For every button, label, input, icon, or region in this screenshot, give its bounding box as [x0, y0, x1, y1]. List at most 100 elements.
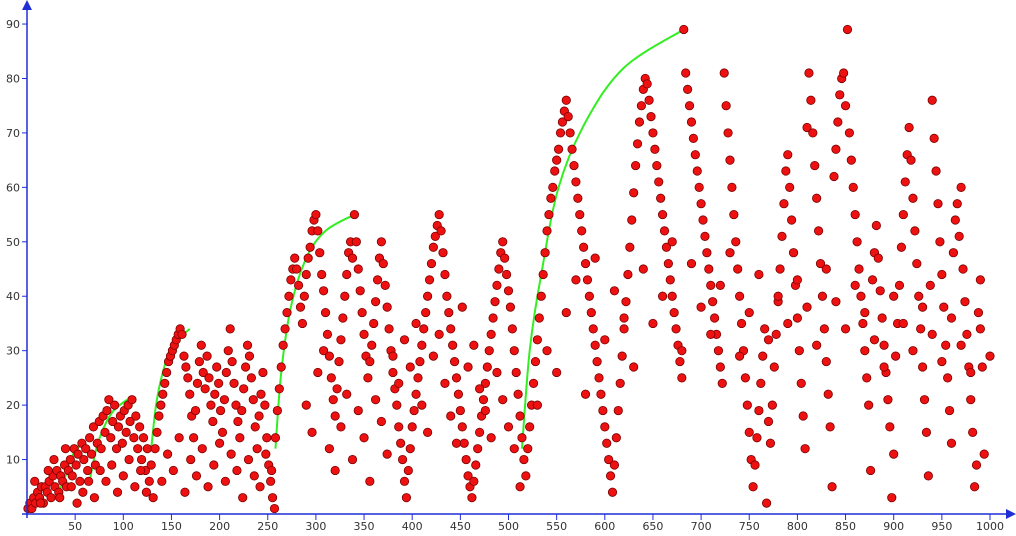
data-point	[623, 269, 633, 280]
data-point	[394, 422, 404, 432]
data-point	[235, 433, 245, 443]
data-point	[180, 487, 190, 497]
data-point	[382, 302, 392, 312]
data-point	[684, 101, 695, 111]
data-point	[141, 487, 152, 497]
data-point	[457, 302, 467, 312]
data-point	[854, 264, 864, 274]
data-point	[962, 329, 972, 339]
data-point	[966, 367, 976, 378]
data-point	[177, 329, 187, 339]
data-point	[262, 433, 272, 443]
x-tick-label: 250	[257, 520, 278, 533]
data-point	[307, 427, 317, 437]
data-point	[490, 297, 500, 307]
data-point	[765, 438, 776, 448]
data-point	[532, 400, 542, 410]
data-point	[661, 242, 672, 252]
data-point	[278, 340, 288, 350]
data-point	[706, 280, 716, 290]
data-point	[376, 416, 386, 427]
data-point	[889, 291, 899, 301]
data-point	[735, 291, 745, 301]
data-point	[950, 215, 960, 225]
data-point	[185, 389, 195, 399]
data-point	[75, 476, 85, 486]
data-point	[442, 291, 452, 301]
x-tick-label: 900	[883, 520, 904, 533]
data-point	[821, 264, 831, 274]
data-point	[498, 395, 508, 405]
data-point	[700, 231, 710, 241]
data-point	[731, 237, 741, 247]
data-point	[511, 367, 521, 378]
data-point	[652, 160, 662, 171]
data-point	[523, 444, 533, 454]
data-point	[744, 307, 754, 318]
data-point	[66, 482, 76, 492]
data-point	[877, 313, 887, 323]
data-point	[96, 444, 106, 454]
data-point	[875, 286, 885, 296]
data-point	[773, 291, 783, 301]
data-point	[197, 444, 207, 454]
x-tick-label: 350	[354, 520, 375, 533]
data-point	[127, 395, 137, 405]
data-point	[944, 405, 955, 416]
data-point	[246, 373, 256, 383]
data-point	[785, 182, 795, 192]
data-point	[372, 275, 383, 285]
data-point	[631, 160, 641, 171]
data-point	[669, 307, 679, 318]
data-point	[49, 454, 59, 465]
data-point	[642, 79, 652, 89]
data-point	[646, 111, 656, 122]
data-point	[480, 405, 490, 416]
data-point	[702, 248, 712, 258]
y-tick-label: 80	[6, 72, 20, 85]
data-point	[494, 264, 504, 274]
data-point	[46, 493, 56, 503]
data-point	[160, 378, 170, 388]
data-point	[690, 150, 700, 160]
data-point	[480, 378, 490, 388]
data-point	[850, 209, 860, 220]
data-point	[225, 324, 235, 334]
data-point	[677, 346, 687, 356]
data-point	[100, 427, 110, 437]
data-point	[378, 258, 388, 269]
data-point	[871, 220, 881, 231]
data-point	[191, 471, 202, 481]
data-point	[917, 302, 928, 312]
data-point	[846, 155, 856, 165]
data-point	[208, 416, 218, 427]
data-point	[336, 422, 346, 432]
data-point	[107, 460, 117, 470]
data-point	[241, 362, 251, 372]
data-point	[752, 433, 762, 443]
data-point	[258, 367, 268, 378]
data-point	[636, 101, 646, 111]
data-points	[23, 24, 995, 514]
data-point	[129, 433, 139, 443]
data-point	[328, 395, 338, 405]
data-point	[873, 253, 883, 263]
data-point	[371, 395, 381, 405]
x-tick-label: 50	[68, 520, 82, 533]
data-point	[939, 302, 949, 312]
data-point	[174, 433, 184, 443]
data-point	[118, 471, 128, 481]
data-point	[261, 449, 271, 459]
data-point	[266, 476, 276, 486]
data-point	[865, 465, 876, 476]
data-point	[71, 460, 81, 470]
data-point	[220, 476, 230, 486]
data-point	[301, 269, 311, 280]
data-point	[188, 433, 199, 443]
data-point	[347, 253, 358, 263]
data-point	[584, 291, 594, 301]
data-point	[244, 351, 255, 361]
data-point	[286, 275, 296, 285]
data-point	[330, 465, 340, 476]
data-point	[274, 384, 284, 394]
